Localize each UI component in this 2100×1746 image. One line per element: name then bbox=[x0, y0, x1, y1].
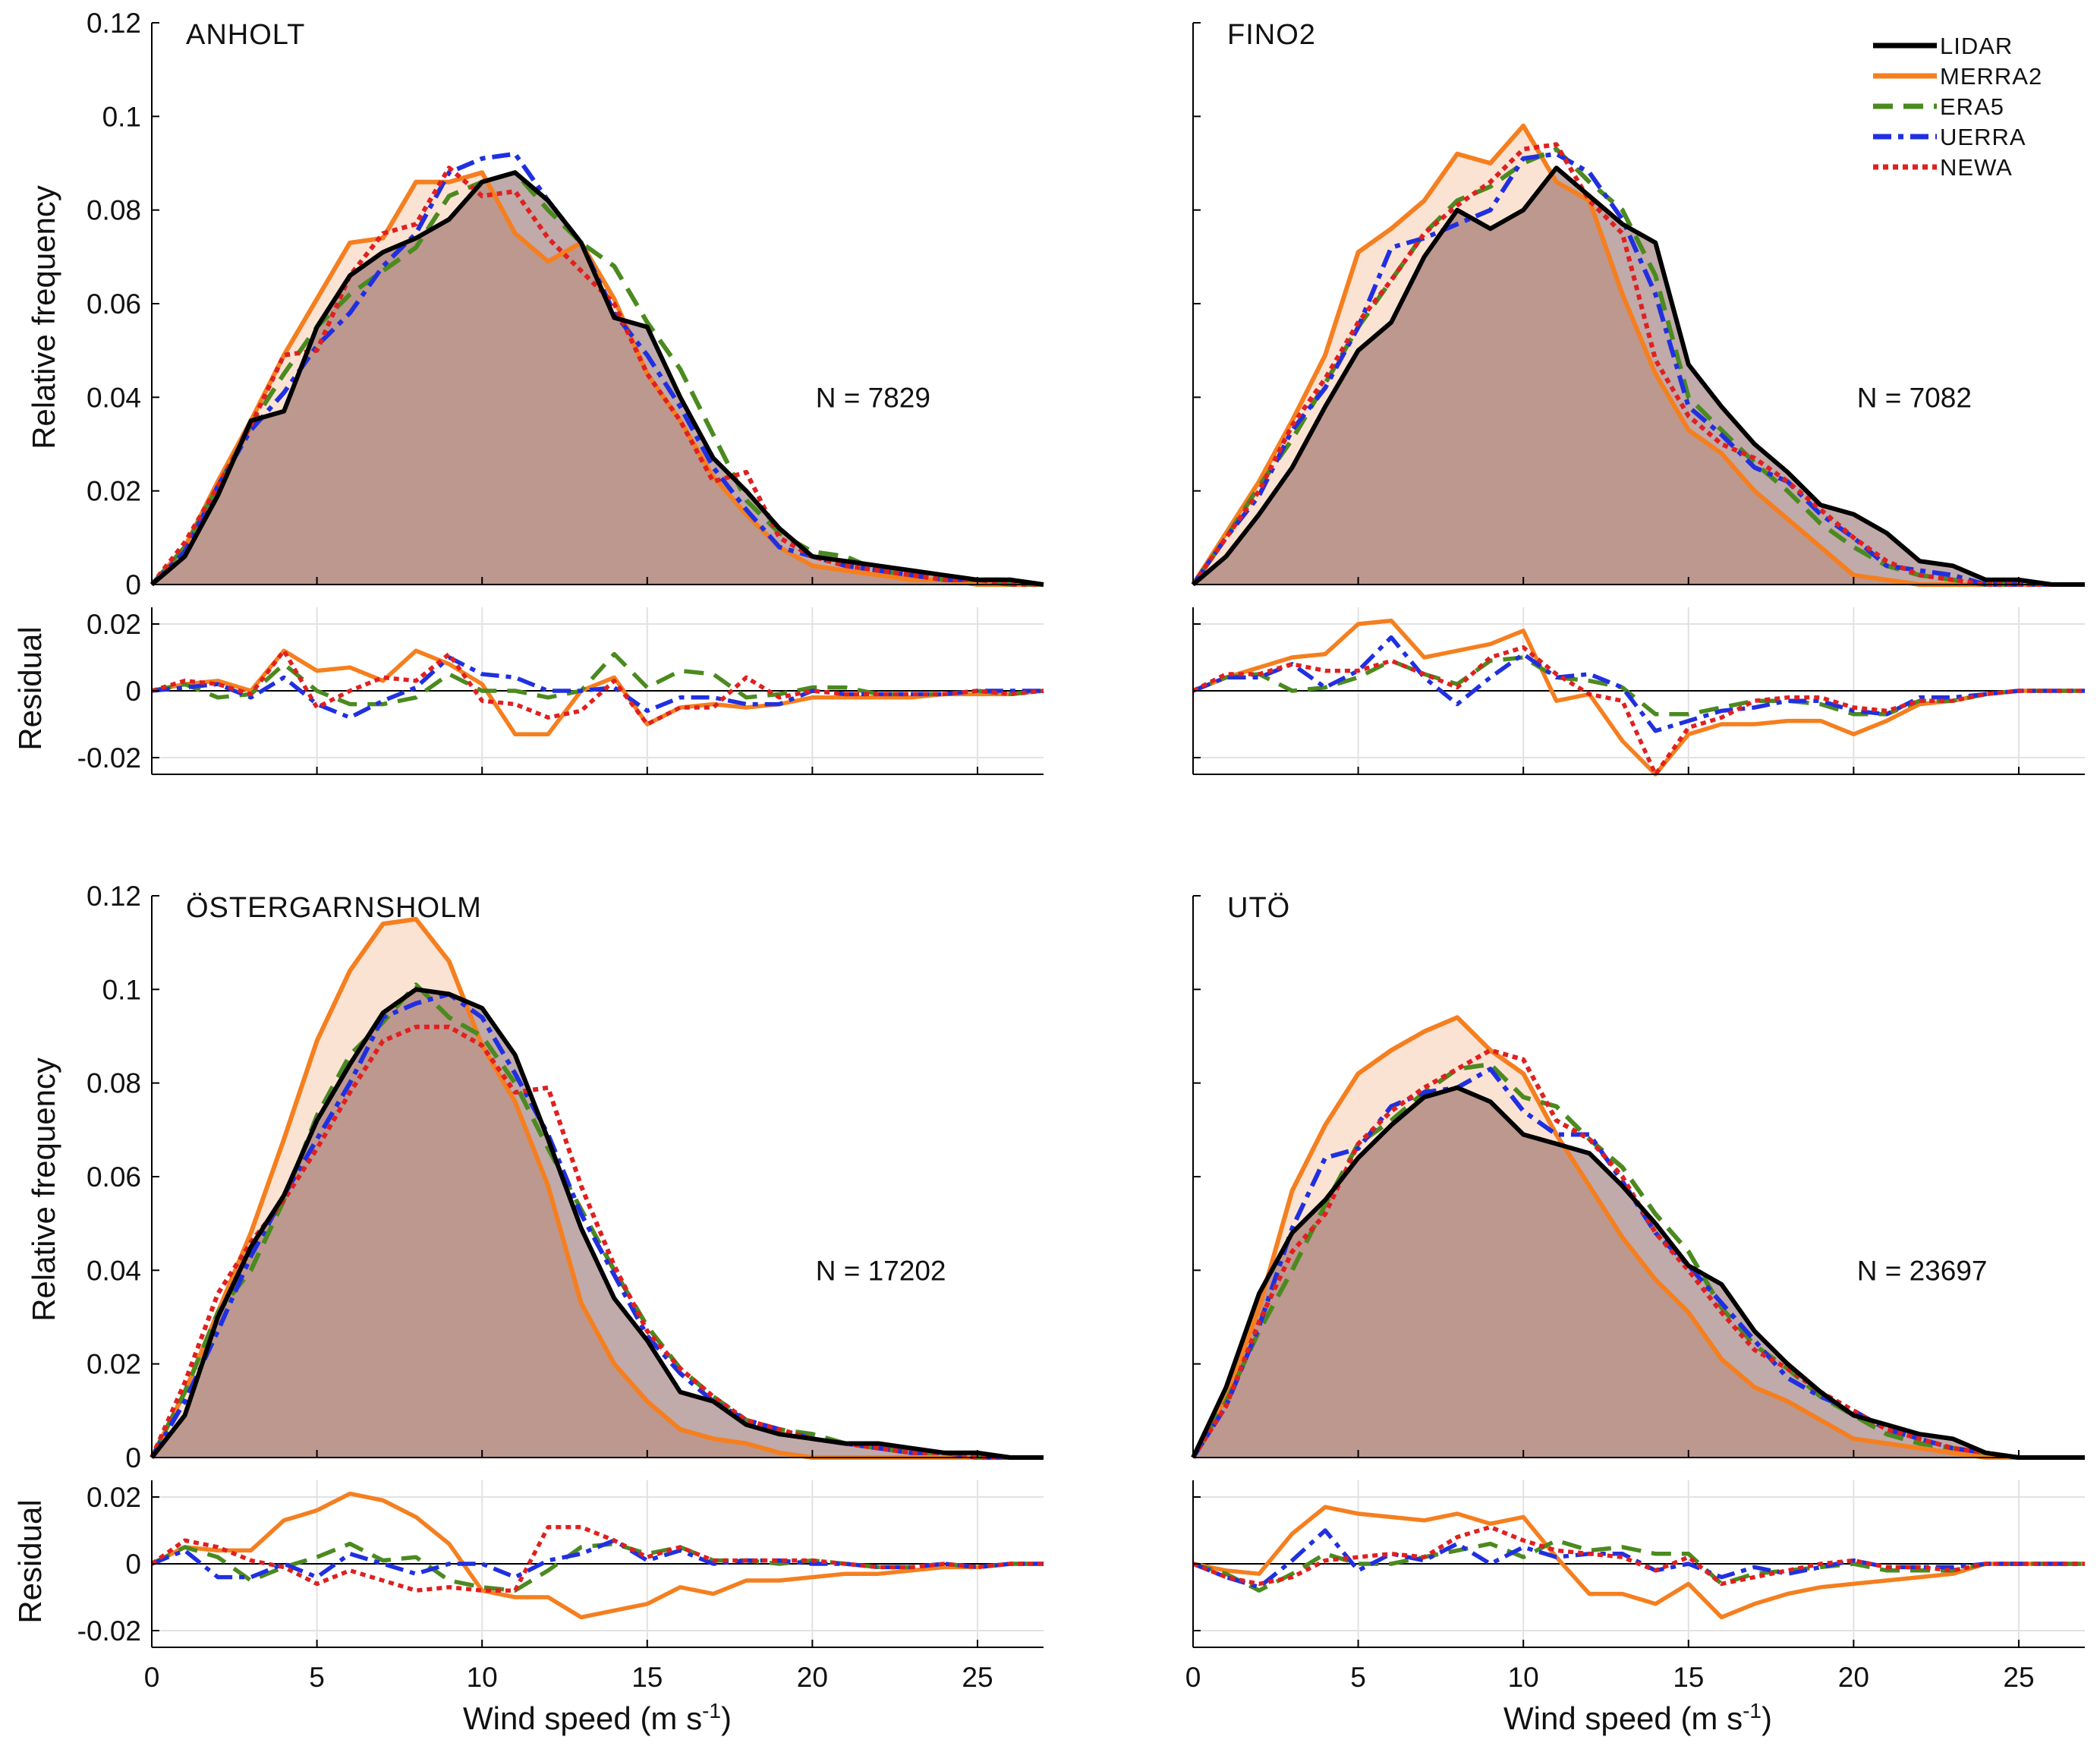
legend-label-lidar: LIDAR bbox=[1940, 33, 2013, 59]
site-title-fino2: FINO2 bbox=[1227, 19, 1316, 51]
y-tick-label-stergarnsholm-6: 0.12 bbox=[87, 881, 141, 912]
panel-uto: 0 5 10 15 20 25 UTÖ N = 23697 bbox=[1185, 892, 2085, 1693]
sample-count-fino2: N = 7082 bbox=[1857, 382, 1972, 413]
x-tick-label-stergarnsholm-4: 20 bbox=[797, 1662, 828, 1693]
legend-label-merra2: MERRA2 bbox=[1940, 63, 2042, 90]
x-tick-label-ut-1: 5 bbox=[1350, 1662, 1366, 1693]
y-tick-label-anholt-1: 0.02 bbox=[87, 476, 141, 507]
legend-label-uerra: UERRA bbox=[1940, 124, 2026, 150]
residual-merra2-fino2 bbox=[1192, 618, 2085, 777]
x-tick-label-stergarnsholm-3: 15 bbox=[631, 1662, 663, 1693]
residual-merra2-anholt bbox=[151, 648, 1044, 736]
series-newa-stergarnsholm bbox=[150, 1024, 1044, 1460]
y-label-bottom: Relative frequency bbox=[26, 1057, 61, 1322]
x-tick-label-stergarnsholm-2: 10 bbox=[467, 1662, 498, 1693]
series-uerra-stergarnsholm bbox=[150, 991, 1044, 1460]
legend-label-newa: NEWA bbox=[1940, 154, 2013, 181]
residual-y-tick-label-anholt-0: -0.02 bbox=[77, 742, 141, 774]
site-title-ut: UTÖ bbox=[1227, 892, 1290, 924]
y-tick-label-anholt-6: 0.12 bbox=[87, 8, 141, 39]
legend: LIDAR MERRA2 ERA5 UERRA NEWA bbox=[1873, 33, 2042, 181]
series-uerra-fino2 bbox=[1191, 151, 2085, 587]
residual-era5-ut bbox=[1192, 1538, 2085, 1593]
y-tick-label-stergarnsholm-2: 0.04 bbox=[87, 1255, 141, 1286]
x-label-right: Wind speed (m s-1) bbox=[1503, 1699, 1772, 1737]
merra2-area-ut bbox=[1193, 1017, 2085, 1458]
x-tick-label-stergarnsholm-1: 5 bbox=[309, 1662, 325, 1693]
residual-merra2-stergarnsholm bbox=[150, 1491, 1044, 1620]
y-tick-label-stergarnsholm-0: 0 bbox=[125, 1442, 141, 1473]
series-merra2-anholt bbox=[150, 170, 1044, 587]
x-tick-label-ut-3: 15 bbox=[1673, 1662, 1704, 1693]
y-tick-label-anholt-5: 0.1 bbox=[102, 101, 141, 132]
residual-newa-stergarnsholm bbox=[150, 1524, 1044, 1593]
lidar-area-fino2 bbox=[1193, 168, 2085, 585]
series-lidar-ut bbox=[1191, 1085, 2085, 1460]
y-tick-label-anholt-4: 0.08 bbox=[87, 195, 141, 226]
series-era5-ut bbox=[1191, 1062, 2085, 1460]
residual-y-tick-label-stergarnsholm-1: 0 bbox=[125, 1549, 141, 1580]
x-tick-label-stergarnsholm-0: 0 bbox=[144, 1662, 160, 1693]
residual-era5-fino2 bbox=[1192, 655, 2085, 717]
residual-y-tick-label-stergarnsholm-2: 0.02 bbox=[87, 1482, 141, 1513]
y-tick-label-stergarnsholm-5: 0.1 bbox=[102, 974, 141, 1005]
sample-count-anholt: N = 7829 bbox=[816, 382, 930, 413]
residual-uerra-fino2 bbox=[1192, 635, 2085, 733]
lidar-area-ut bbox=[1193, 1087, 2085, 1458]
residual-newa-ut bbox=[1192, 1524, 2085, 1587]
series-lidar-stergarnsholm bbox=[150, 987, 1044, 1460]
merra2-area-stergarnsholm bbox=[152, 919, 1044, 1458]
site-title-stergarnsholm: ÖSTERGARNSHOLM bbox=[186, 892, 482, 924]
site-title-anholt: ANHOLT bbox=[186, 19, 305, 51]
x-tick-label-ut-5: 25 bbox=[2003, 1662, 2034, 1693]
lidar-area-stergarnsholm bbox=[152, 989, 1044, 1458]
sample-count-ut: N = 23697 bbox=[1857, 1255, 1988, 1286]
y-label-top: Relative frequency bbox=[26, 185, 61, 449]
series-newa-anholt bbox=[150, 165, 1044, 587]
y-tick-label-anholt-0: 0 bbox=[125, 569, 141, 600]
panel-anholt: 0 0.02 0.04 0.06 0.08 0.1 0.12 -0.02 0 0.02 ANHOLT… bbox=[77, 8, 1044, 775]
residual-merra2-ut bbox=[1192, 1505, 2085, 1620]
residual-uerra-anholt bbox=[151, 655, 1044, 720]
x-tick-label-ut-0: 0 bbox=[1185, 1662, 1201, 1693]
y-tick-label-anholt-2: 0.04 bbox=[87, 382, 141, 413]
x-tick-label-stergarnsholm-5: 25 bbox=[962, 1662, 993, 1693]
series-merra2-ut bbox=[1191, 1015, 2085, 1460]
residual-y-tick-label-anholt-1: 0 bbox=[125, 676, 141, 707]
y-tick-label-stergarnsholm-1: 0.02 bbox=[87, 1349, 141, 1380]
residual-y-tick-label-stergarnsholm-0: -0.02 bbox=[77, 1615, 141, 1647]
residual-y-tick-label-anholt-2: 0.02 bbox=[87, 609, 141, 640]
sample-count-stergarnsholm: N = 17202 bbox=[816, 1255, 946, 1286]
x-label-left: Wind speed (m s-1) bbox=[463, 1699, 732, 1737]
series-lidar-anholt bbox=[150, 170, 1044, 587]
y-tick-label-anholt-3: 0.06 bbox=[87, 288, 141, 320]
y-tick-label-stergarnsholm-4: 0.08 bbox=[87, 1068, 141, 1099]
y-tick-label-stergarnsholm-3: 0.06 bbox=[87, 1161, 141, 1193]
residual-newa-anholt bbox=[151, 648, 1044, 726]
residual-label-bottom: Residual bbox=[12, 1499, 48, 1623]
series-lidar-fino2 bbox=[1192, 165, 2085, 587]
legend-label-era5: ERA5 bbox=[1940, 93, 2004, 120]
panel-fino2: FINO2 N = 7082 bbox=[1191, 19, 2085, 777]
series-newa-fino2 bbox=[1191, 142, 2085, 587]
x-tick-label-ut-4: 20 bbox=[1838, 1662, 1869, 1693]
x-tick-label-ut-2: 10 bbox=[1508, 1662, 1539, 1693]
residual-label-top: Residual bbox=[12, 626, 48, 750]
